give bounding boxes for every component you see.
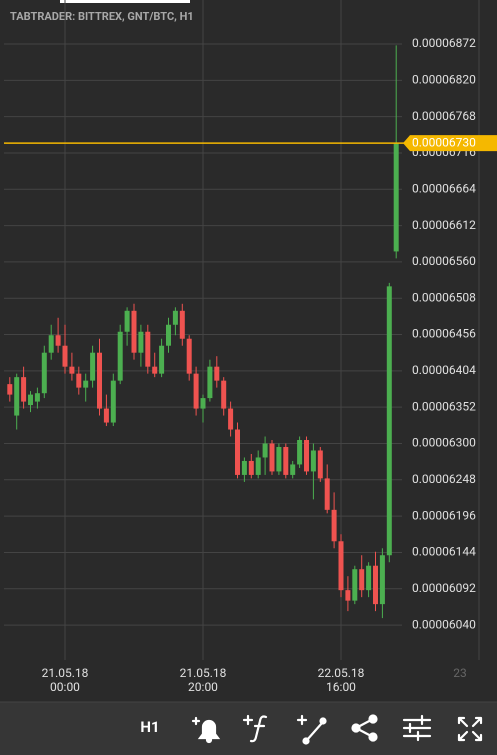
candle-body	[103, 408, 109, 423]
chart-title: TABTRADER: BITTREX, GNT/BTC, H1	[10, 10, 194, 23]
y-tick-label: 0.00006352	[412, 399, 476, 413]
candle-body	[179, 310, 185, 339]
candle-body	[393, 143, 399, 252]
toolbar-icons	[191, 714, 483, 745]
x-tick-label: 16:00	[326, 680, 356, 694]
candle-body	[90, 352, 96, 381]
indicator-icon[interactable]	[242, 714, 268, 743]
candle-body	[69, 366, 75, 374]
candle-body	[241, 460, 247, 475]
candle-body	[124, 310, 130, 332]
candle-body	[366, 565, 372, 591]
candle-body	[48, 335, 54, 353]
candle-body	[379, 555, 385, 605]
settings-icon[interactable]	[402, 714, 432, 742]
candle-body	[345, 590, 351, 601]
y-tick-label: 0.00006248	[412, 472, 476, 486]
y-tick-label: 0.00006196	[412, 508, 476, 522]
candle-body	[262, 443, 268, 458]
y-tick-label: 0.00006664	[412, 181, 476, 195]
candle-body	[62, 345, 68, 367]
candle-body	[304, 440, 309, 472]
y-tick-label: 0.00006300	[412, 436, 476, 450]
candle-body	[152, 366, 158, 374]
x-tick-label: 23	[453, 666, 467, 680]
y-tick-label: 0.00006612	[412, 218, 476, 232]
candle-body	[386, 286, 392, 556]
candle-body	[338, 541, 344, 591]
candle-body	[76, 373, 82, 388]
y-tick-label: 0.00006040	[412, 617, 476, 631]
candle-body	[373, 565, 378, 605]
y-tick-label: 0.00006820	[412, 72, 476, 86]
candle-body	[290, 464, 296, 475]
x-tick-label: 21.05.18	[42, 666, 89, 680]
x-tick-label: 00:00	[50, 680, 80, 694]
candle-body	[138, 331, 144, 353]
candle-body	[255, 457, 261, 475]
alert-icon[interactable]	[191, 716, 221, 744]
candle-body	[159, 345, 165, 374]
candle-body	[110, 380, 116, 423]
y-tick-label: 0.00006456	[412, 327, 476, 341]
candle-body	[21, 377, 27, 402]
candle-body	[276, 446, 282, 472]
y-tick-label: 0.00006508	[412, 290, 476, 304]
candle-body	[317, 450, 323, 479]
candle-body	[269, 443, 275, 472]
candle-body	[7, 384, 13, 395]
x-tick-label: 21.05.18	[180, 666, 227, 680]
candle-body	[248, 460, 254, 475]
candle-body	[235, 429, 240, 475]
drawing-icon[interactable]	[296, 714, 327, 745]
x-tick-label: 20:00	[188, 680, 218, 694]
plot: 21.05.1800:0021.05.1820:0022.05.1816:002…	[4, 0, 497, 694]
y-tick-label: 0.00006560	[412, 254, 476, 268]
tab-indicator	[60, 0, 190, 3]
candle-body	[207, 366, 213, 399]
candle-body	[193, 373, 199, 409]
candle-body	[83, 380, 89, 388]
share-icon[interactable]	[351, 714, 378, 742]
y-tick-label: 0.00006404	[412, 363, 476, 377]
candle-body	[228, 408, 234, 430]
candle-body	[131, 310, 137, 353]
y-tick-label: 0.00006768	[412, 109, 476, 123]
candle-body	[310, 450, 316, 472]
fullscreen-icon[interactable]	[457, 716, 483, 742]
y-tick-label: 0.00006144	[412, 545, 476, 559]
candle-body	[331, 509, 337, 542]
candle-body	[14, 377, 20, 416]
timeframe-button[interactable]: H1	[140, 718, 159, 736]
candle-body	[214, 366, 220, 381]
candle-body	[41, 352, 47, 394]
candle-body	[359, 569, 365, 591]
candle-body	[34, 393, 40, 402]
candle-body	[117, 331, 123, 381]
candle-body	[186, 338, 192, 374]
candle-body	[200, 398, 206, 409]
candle-body	[172, 310, 178, 325]
candle-body	[324, 478, 330, 510]
candle-body	[221, 380, 227, 409]
candle-body	[283, 446, 289, 475]
x-tick-label: 22.05.18	[318, 666, 365, 680]
candle-body	[28, 394, 33, 406]
y-tick-label: 0.00006872	[412, 36, 476, 50]
candle-body	[352, 569, 358, 601]
current-price-label: 0.00006730	[412, 135, 476, 149]
y-tick-label: 0.00006092	[412, 581, 476, 595]
candle-body	[145, 331, 151, 367]
candle-body	[166, 324, 171, 346]
candle-body	[97, 352, 102, 409]
candle-body	[55, 335, 61, 346]
candle-body	[297, 440, 303, 465]
current-price-tag	[403, 135, 497, 152]
